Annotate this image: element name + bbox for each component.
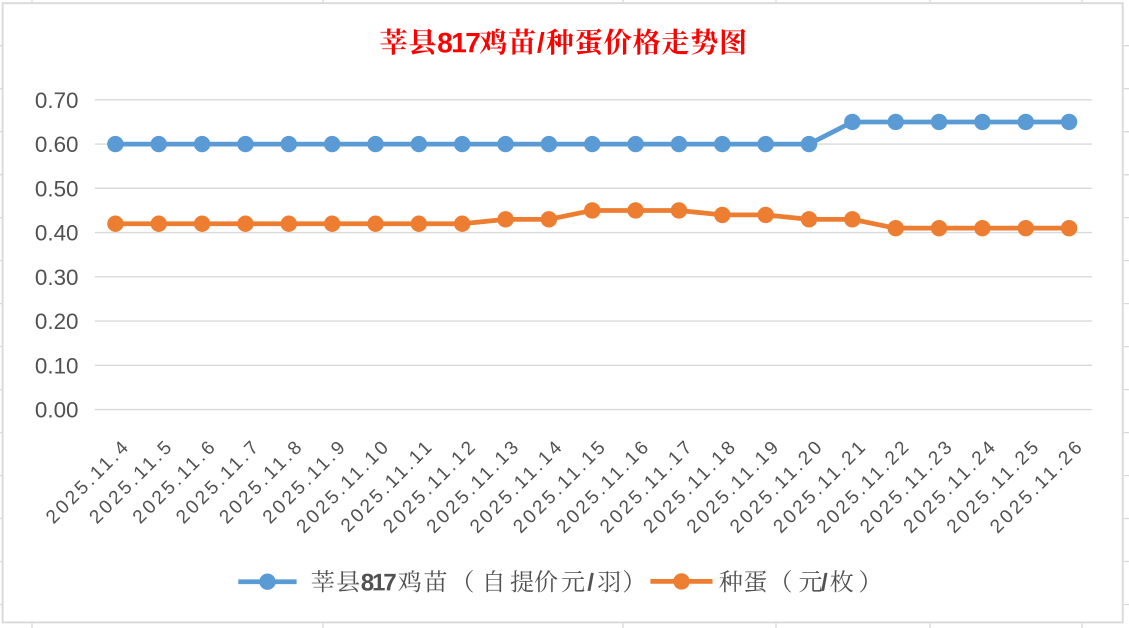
svg-text:0.60: 0.60 [35,132,79,157]
svg-text:0.70: 0.70 [35,88,79,113]
svg-text:0.50: 0.50 [35,176,79,201]
svg-text:0.00: 0.00 [35,398,79,423]
svg-text:0.10: 0.10 [35,353,79,378]
svg-text:0.20: 0.20 [35,309,79,334]
svg-text:0.30: 0.30 [35,265,79,290]
svg-text:0.40: 0.40 [35,221,79,246]
